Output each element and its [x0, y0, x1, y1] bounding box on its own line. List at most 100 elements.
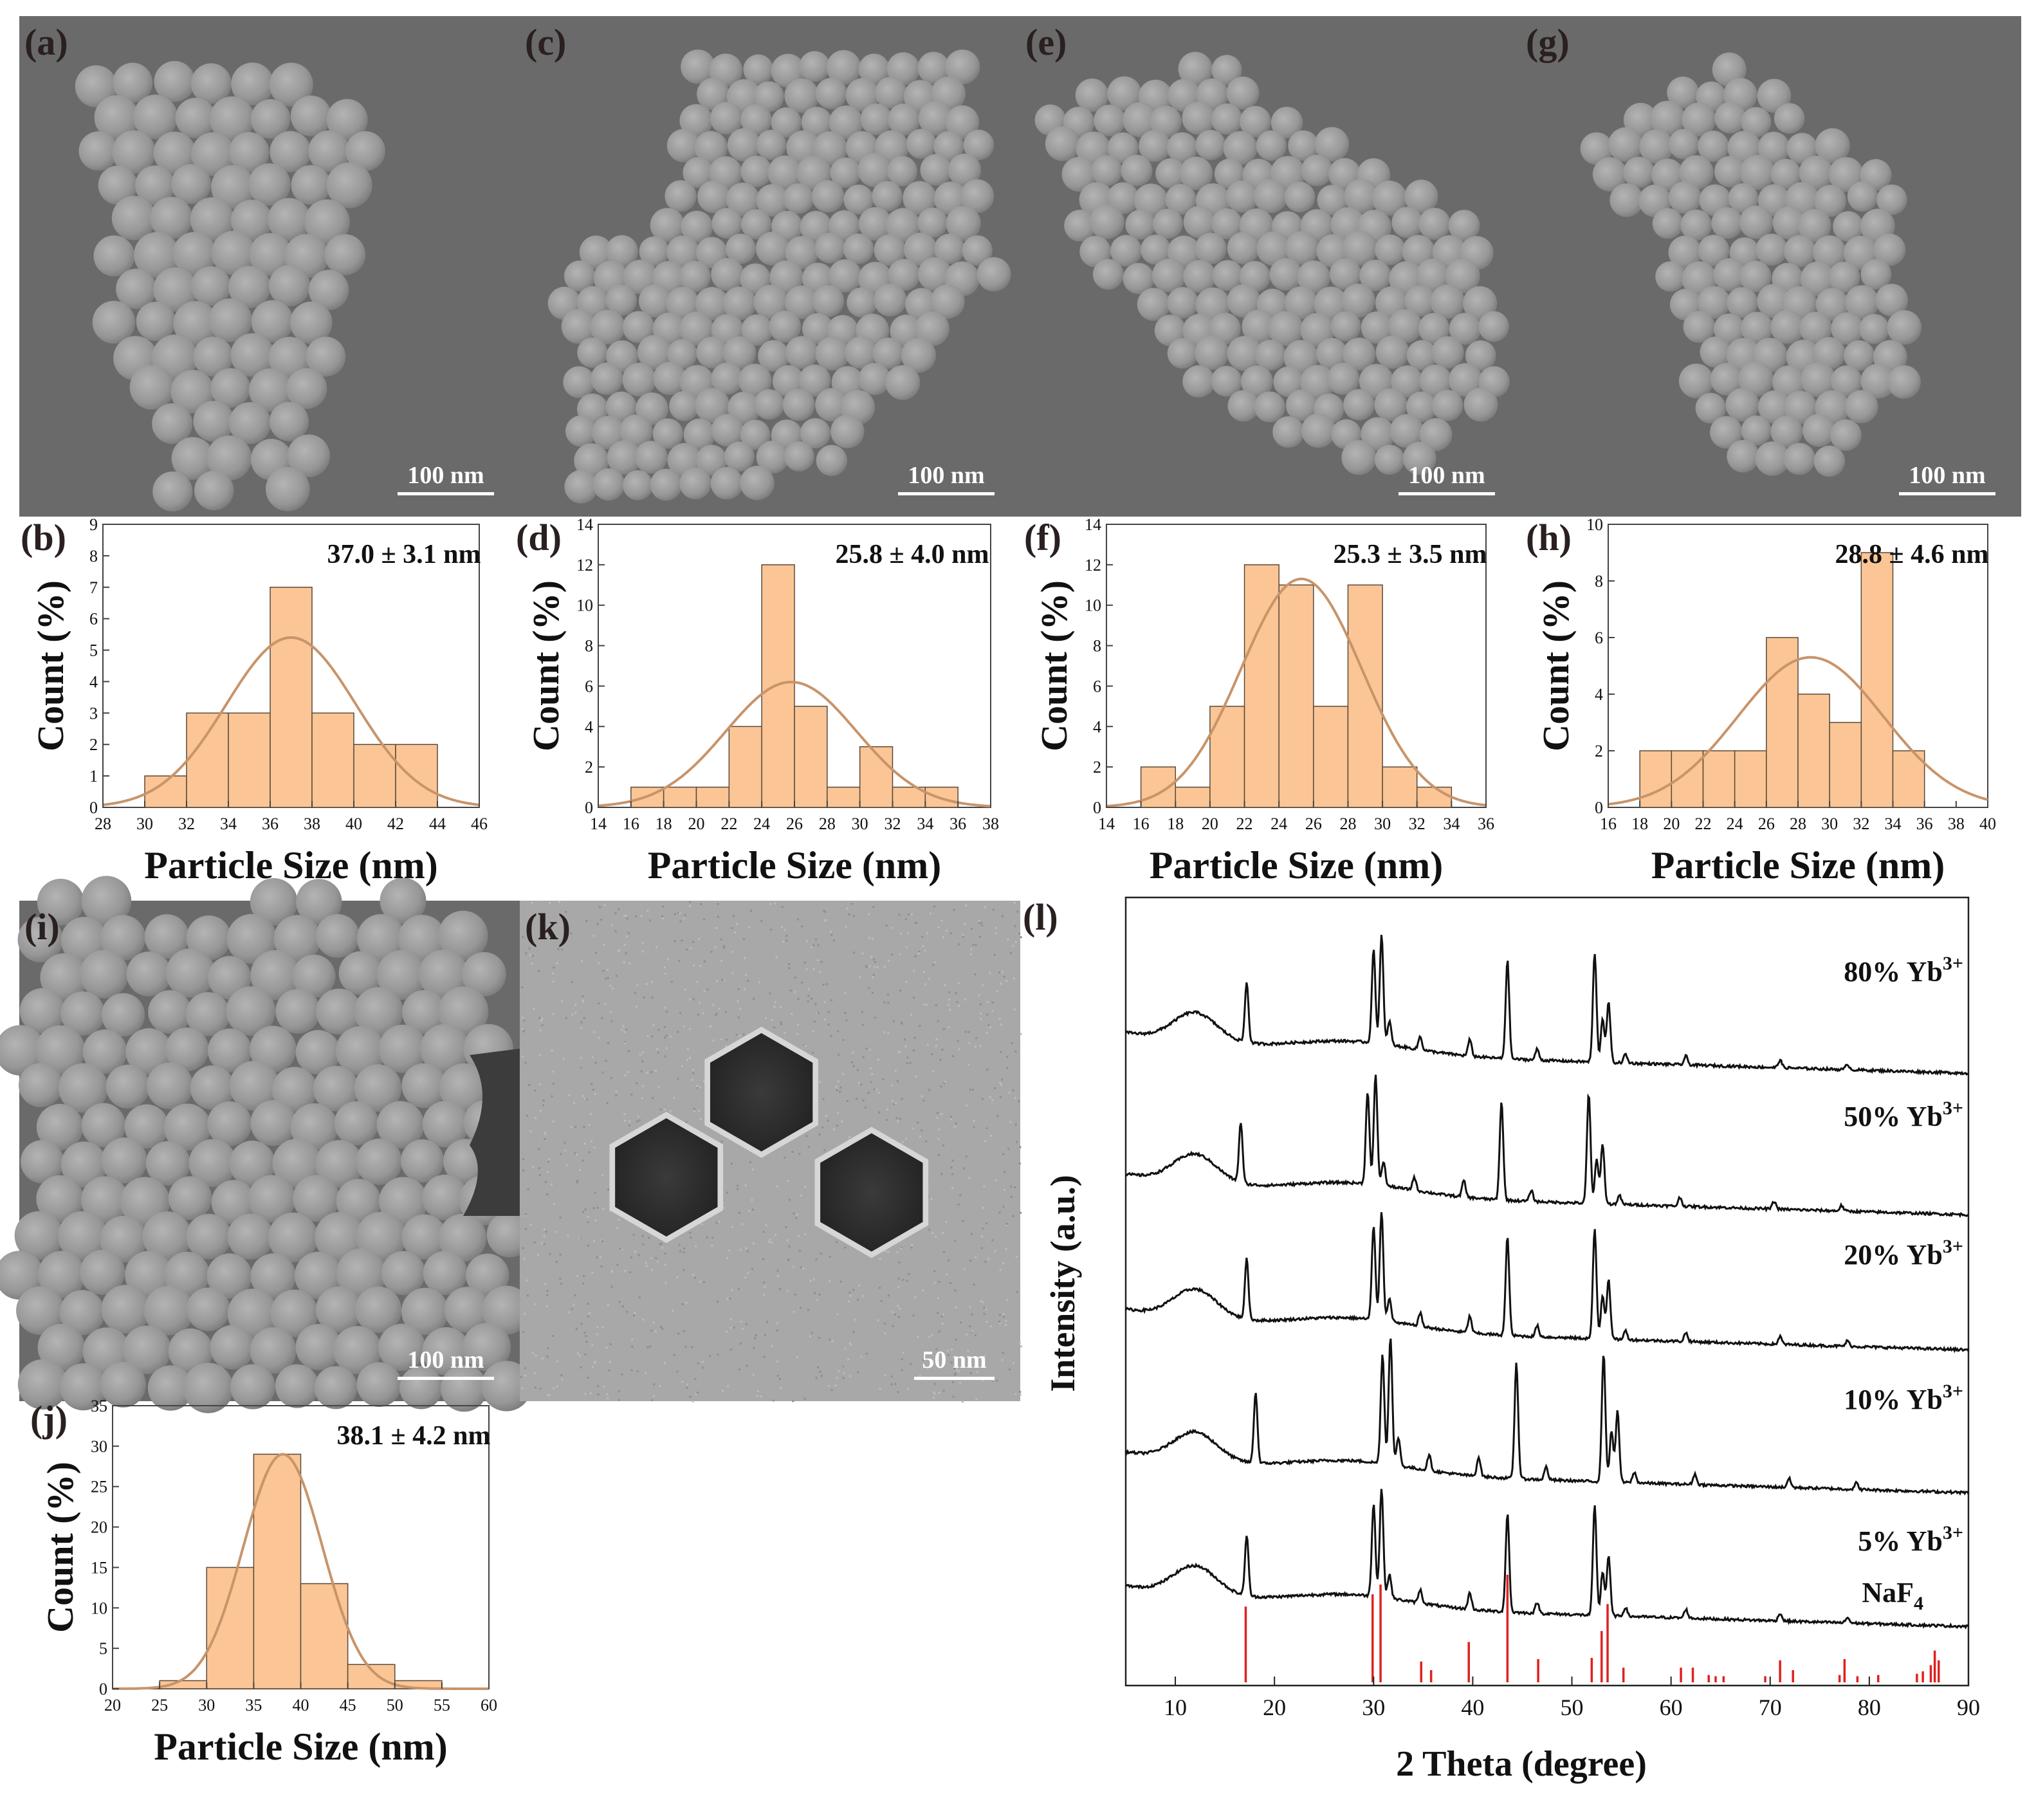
nanoparticle — [1361, 311, 1394, 344]
tem-noise — [760, 920, 763, 923]
nanoparticle — [1343, 389, 1375, 421]
nanoparticle — [591, 416, 626, 450]
tem-noise — [926, 932, 929, 934]
tem-noise — [526, 1294, 529, 1297]
tem-noise — [982, 1301, 984, 1303]
tem-noise — [528, 1084, 531, 1087]
nanoparticle — [336, 1248, 387, 1299]
tem-noise — [520, 1376, 522, 1379]
scale-bar-label: 100 nm — [407, 1347, 484, 1374]
tem-noise — [910, 1246, 913, 1249]
y-tick-label: 0 — [1595, 798, 1603, 817]
nanoparticle — [722, 336, 757, 370]
nanoparticle — [36, 1175, 84, 1223]
nanoparticle — [741, 314, 773, 346]
nanoparticle — [1678, 363, 1714, 399]
histogram-bar — [253, 1453, 302, 1689]
tem-noise — [946, 1350, 949, 1352]
tem-noise — [582, 1000, 584, 1003]
tem-noise — [857, 1371, 859, 1374]
tem-noise — [974, 973, 977, 976]
nanoparticle — [1107, 76, 1142, 111]
x-tick-label: 40 — [293, 1696, 309, 1714]
tem-noise — [552, 972, 555, 975]
nanoparticle — [694, 131, 728, 164]
tem-noise — [758, 981, 761, 984]
tem-noise — [763, 1281, 766, 1283]
tem-noise — [890, 926, 893, 929]
tem-noise — [677, 1078, 679, 1080]
tem-noise — [540, 915, 543, 918]
series-label: 50% Yb3+ — [1844, 1098, 1963, 1132]
tem-noise — [824, 919, 827, 922]
tem-noise — [827, 1119, 829, 1122]
nanoparticle — [1860, 259, 1892, 290]
nanoparticle — [826, 50, 861, 85]
tem-noise — [999, 1081, 1002, 1084]
tem-noise — [830, 933, 833, 936]
tem-noise — [1002, 915, 1004, 917]
tem-noise — [534, 1386, 537, 1389]
nanoparticle — [1649, 100, 1685, 136]
tem-noise — [587, 1315, 589, 1318]
tem-noise — [959, 1381, 962, 1384]
tem-noise — [618, 1390, 620, 1393]
tem-noise — [669, 1110, 672, 1112]
y-tick-label: 4 — [1595, 685, 1603, 704]
tem-noise — [698, 1109, 701, 1112]
tem-noise — [942, 1251, 945, 1254]
nanoparticle — [1419, 418, 1453, 452]
nanoparticle — [250, 878, 298, 926]
tem-noise — [655, 1257, 657, 1260]
tem-noise — [762, 1231, 765, 1233]
histogram-bar — [1347, 584, 1383, 808]
tem-noise — [580, 1056, 582, 1059]
nanoparticle — [1110, 235, 1142, 267]
tem-noise — [706, 1236, 708, 1238]
tem-noise — [967, 1349, 969, 1352]
tem-noise — [970, 1233, 973, 1235]
nanoparticle — [711, 257, 744, 291]
y-tick-label: 8 — [585, 637, 593, 656]
tem-noise — [543, 1235, 546, 1238]
tem-noise — [722, 979, 725, 982]
tem-noise — [529, 954, 531, 957]
nanoparticle — [1242, 309, 1276, 344]
tem-noise — [679, 1012, 682, 1015]
tem-noise — [699, 1280, 701, 1283]
nanoparticle — [291, 165, 331, 205]
tem-noise — [599, 906, 601, 908]
tem-noise — [904, 918, 907, 921]
x-tick-label: 20 — [1663, 814, 1680, 833]
tem-noise — [901, 1022, 903, 1024]
gaussian-fit-curve — [598, 681, 991, 808]
x-tick-label: 20 — [104, 1696, 121, 1714]
tem-noise — [977, 1371, 979, 1374]
x-tick-label: 30 — [1374, 814, 1391, 833]
tem-noise — [948, 991, 951, 994]
tem-noise — [722, 1207, 725, 1209]
y-tick-label: 8 — [1093, 637, 1101, 656]
tem-noise — [991, 1379, 994, 1381]
tem-noise — [1013, 977, 1015, 980]
gaussian-fit-curve — [102, 636, 480, 807]
nanoparticle — [17, 917, 64, 962]
mean-size-annotation: 38.1 ± 4.2 nm — [337, 1421, 491, 1451]
nanoparticle — [1178, 51, 1213, 86]
tem-noise — [631, 1338, 634, 1341]
tem-noise — [543, 1228, 546, 1231]
tem-noise — [553, 1082, 555, 1085]
tem-noise — [591, 1271, 594, 1274]
tem-noise — [971, 1089, 974, 1091]
tem-noise — [956, 1368, 958, 1371]
tem-noise — [822, 1098, 825, 1101]
nanoparticle — [402, 989, 446, 1034]
tem-noise — [549, 1253, 551, 1255]
tem-noise — [852, 915, 855, 917]
histogram-bar — [1892, 750, 1925, 808]
tem-noise — [678, 960, 681, 962]
tem-noise — [969, 953, 972, 955]
nanoparticle — [1227, 390, 1260, 422]
tem-noise — [751, 1268, 754, 1271]
nanoparticle — [1799, 311, 1832, 344]
